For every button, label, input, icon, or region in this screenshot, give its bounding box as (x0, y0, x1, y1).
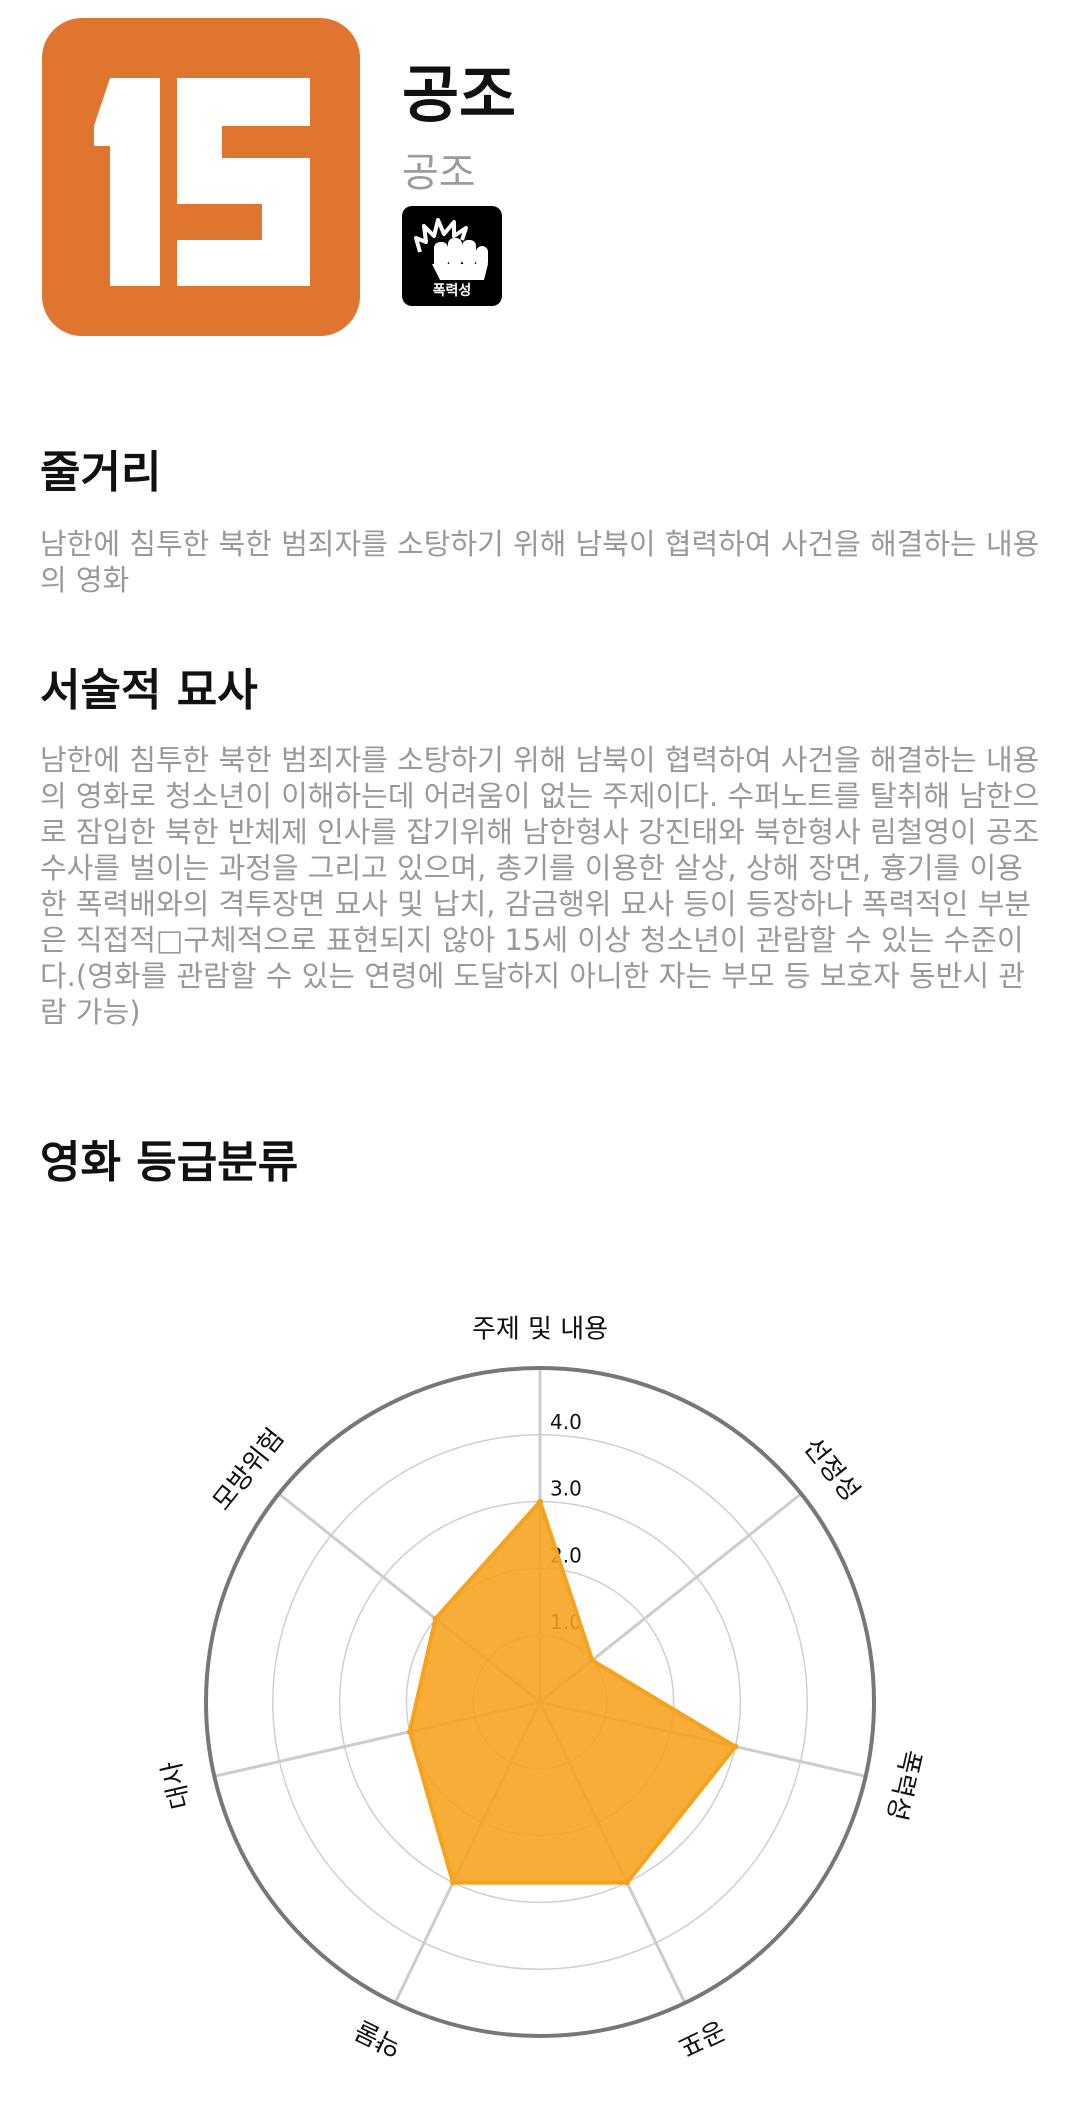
violence-label: 폭력성 (402, 280, 502, 300)
axis-label-3: 공포 (674, 2014, 730, 2062)
axis-label-6: 모방위험 (207, 1423, 290, 1517)
data-point-3 (624, 1880, 630, 1886)
data-point-1 (589, 1657, 595, 1663)
data-point-5 (407, 1729, 413, 1735)
synopsis-heading: 줄거리 (40, 436, 161, 500)
data-point-6 (433, 1616, 439, 1622)
axis-label-0: 주제 및 내용 (472, 1315, 608, 1345)
axis-label-5: 대사 (157, 1758, 197, 1811)
movie-subtitle: 공조 (402, 140, 476, 198)
movie-title: 공조 (402, 44, 516, 134)
data-point-0 (537, 1499, 543, 1505)
description-heading: 서술적 묘사 (40, 654, 258, 718)
age-rating-badge: 15 (42, 18, 360, 336)
data-point-2 (732, 1744, 738, 1750)
data-point-4 (450, 1880, 456, 1886)
description-text: 남한에 침투한 북한 범죄자를 소탕하기 위해 남북이 협력하여 사건을 해결하… (40, 742, 1040, 1030)
axis-label-4: 약물 (350, 2014, 406, 2062)
rating-15-icon (42, 18, 360, 336)
classification-heading: 영화 등급분류 (40, 1126, 298, 1190)
axis-label-1: 선정성 (797, 1432, 865, 1507)
tick-label-3: 4.0 (550, 1410, 582, 1434)
violence-badge: 폭력성 (402, 206, 502, 306)
synopsis-text: 남한에 침투한 북한 범죄자를 소탕하기 위해 남북이 협력하여 사건을 해결하… (40, 526, 1040, 598)
axis-label-2: 폭력성 (881, 1747, 926, 1824)
tick-label-2: 3.0 (550, 1477, 582, 1501)
